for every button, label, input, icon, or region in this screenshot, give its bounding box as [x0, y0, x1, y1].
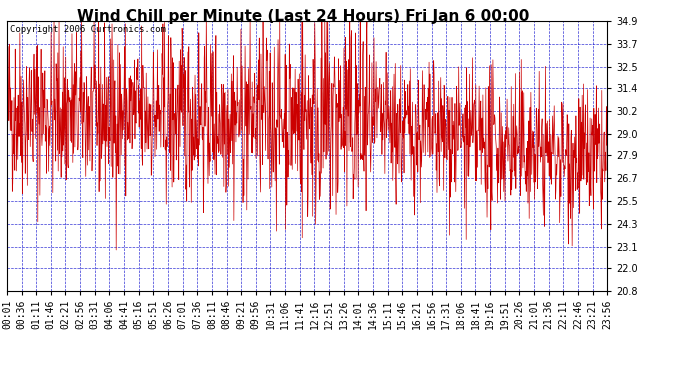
Text: Wind Chill per Minute (Last 24 Hours) Fri Jan 6 00:00: Wind Chill per Minute (Last 24 Hours) Fr…	[77, 9, 530, 24]
Text: Copyright 2006 Curtronics.com: Copyright 2006 Curtronics.com	[10, 25, 166, 34]
